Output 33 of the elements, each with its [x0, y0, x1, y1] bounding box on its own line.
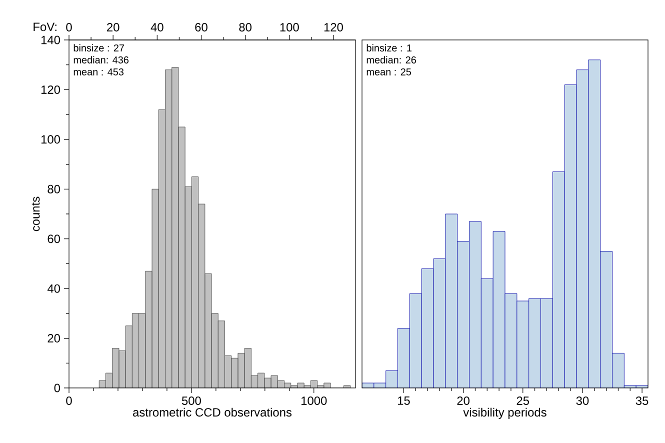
y-tick-label: 140 — [41, 36, 60, 44]
x2-tick-label: 100 — [280, 23, 299, 32]
y-tick-label: 40 — [47, 284, 60, 293]
x2-axis-title: FoV: — [34, 22, 56, 32]
x-tick-label: 15 — [398, 396, 410, 405]
x-tick-label: 0 — [66, 396, 72, 405]
y-tick-label: 20 — [48, 334, 60, 342]
x2-tick-label: 40 — [150, 23, 164, 32]
x-tick-label: 1000 — [301, 396, 327, 405]
annotation: binsize : 1 — [366, 44, 412, 52]
x-tick-label: 500 — [182, 396, 201, 405]
y-tick-label: 0 — [54, 384, 60, 392]
annotation: mean : 25 — [366, 68, 412, 76]
x-tick-label: 20 — [457, 396, 470, 405]
annotation: median: 26 — [366, 56, 416, 64]
x-tick-label: 30 — [576, 396, 589, 405]
x2-tick-label: 80 — [239, 23, 252, 32]
annotation: median: 436 — [74, 56, 129, 64]
x-tick-label: 25 — [516, 396, 530, 405]
y-tick-label: 60 — [48, 234, 60, 244]
annotation: mean : 453 — [74, 68, 124, 76]
y-tick-label: 120 — [41, 85, 60, 94]
x2-tick-label: 20 — [107, 23, 120, 32]
x-tick-label: 35 — [636, 396, 648, 405]
y-tick-label: 100 — [41, 135, 60, 144]
y-tick-label: 80 — [48, 184, 60, 194]
annotation: binsize : 27 — [74, 44, 124, 52]
x2-tick-label: 120 — [324, 23, 343, 32]
x2-tick-label: 60 — [195, 23, 208, 32]
x2-tick-label: 0 — [66, 23, 72, 32]
x-axis-title: astrometric CCD observations — [133, 408, 292, 417]
x-axis-title: visibility periods — [463, 408, 546, 419]
y-axis-title: counts — [32, 196, 40, 232]
